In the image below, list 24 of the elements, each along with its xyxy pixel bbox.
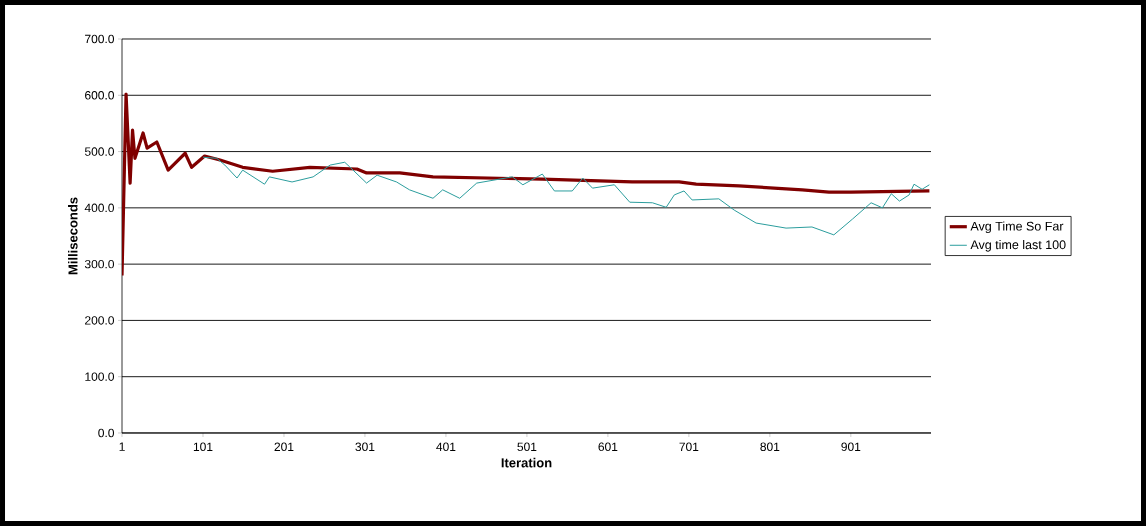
y-tick-label: 600.0: [85, 91, 115, 100]
x-axis-title: Iteration: [501, 457, 552, 468]
x-tick-label: 401: [436, 442, 456, 452]
x-tick-label: 1: [119, 442, 125, 451]
legend-label: Avg time last 100: [970, 239, 1066, 252]
x-tick-label: 701: [679, 442, 699, 452]
line-series: [122, 92, 931, 277]
x-tick-label: 201: [274, 442, 294, 452]
y-tick-label: 300.0: [84, 259, 115, 269]
line-series: [202, 156, 930, 236]
x-tick-label: 501: [517, 442, 537, 452]
y-tick-label: 400.0: [84, 203, 115, 213]
x-tick-label: 901: [841, 442, 861, 452]
x-tick-label: 801: [760, 442, 780, 452]
y-tick-label: 700.0: [85, 34, 115, 44]
x-tick-label: 101: [193, 442, 213, 452]
x-tick-label: 301: [355, 442, 375, 452]
legend-label: Avg Time So Far: [970, 221, 1064, 234]
y-tick-label: 200.0: [85, 316, 115, 325]
x-tick-label: 601: [598, 442, 618, 452]
y-tick-label: 100.0: [85, 372, 115, 381]
y-axis-title: Milliseconds: [68, 197, 78, 275]
y-tick-label: 500.0: [84, 147, 115, 156]
y-tick-label: 0.0: [98, 428, 115, 438]
